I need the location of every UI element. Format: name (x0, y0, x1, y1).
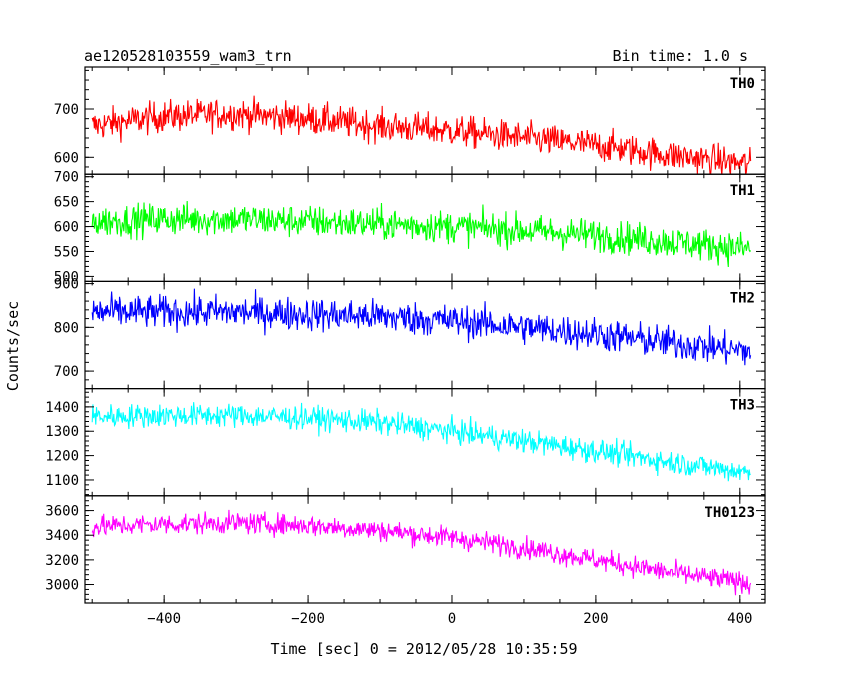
y-tick-label: 700 (54, 364, 79, 380)
x-tick-label: −400 (147, 611, 181, 627)
series-line-th3 (91, 402, 751, 482)
y-tick-label: 1100 (45, 473, 79, 489)
y-tick-label: 500 (54, 269, 79, 285)
x-tick-label: 200 (583, 611, 608, 627)
y-tick-label: 600 (54, 150, 79, 166)
y-tick-label: 1400 (45, 400, 79, 416)
y-tick-label: 900 (54, 277, 79, 293)
panels-group: 600 700 TH0 500 550 600 650 700 TH1 700 800 900 TH2 1… (45, 66, 766, 627)
y-tick-label: 550 (54, 244, 79, 260)
series-line-th0123 (91, 509, 752, 596)
y-tick-label: 3600 (45, 504, 79, 520)
y-tick-label: 1200 (45, 449, 79, 465)
y-tick-label: 3200 (45, 553, 79, 569)
y-tick-label: 600 (54, 220, 79, 236)
series-line-th2 (91, 288, 752, 366)
panel-frame-th3 (84, 388, 766, 497)
panel-label-th2: TH2 (730, 290, 755, 306)
series-line-th0 (91, 95, 752, 175)
chart-title: ae120528103559_wam3_trn (84, 47, 292, 65)
series-line-th1 (91, 200, 752, 268)
x-tick-label: 400 (727, 611, 752, 627)
panel-label-th0: TH0 (730, 76, 755, 92)
panel-label-th1: TH1 (730, 183, 755, 199)
y-tick-label: 800 (54, 320, 79, 336)
y-axis-label: Counts/sec (4, 301, 22, 391)
y-tick-label: 700 (54, 102, 79, 118)
y-tick-label: 3000 (45, 578, 79, 594)
y-tick-label: 1300 (45, 424, 79, 440)
y-tick-label: 650 (54, 195, 79, 211)
panel-label-th3: TH3 (730, 398, 755, 414)
y-tick-label: 700 (54, 170, 79, 186)
x-tick-label: −200 (291, 611, 325, 627)
chart-subtitle: Bin time: 1.0 s (613, 47, 748, 65)
x-tick-label: 0 (448, 611, 456, 627)
panel-frame-th0123 (84, 495, 766, 604)
x-axis-label: Time [sec] 0 = 2012/05/28 10:35:59 (270, 640, 577, 658)
y-tick-label: 3400 (45, 528, 79, 544)
panel-label-th0123: TH0123 (704, 505, 755, 521)
